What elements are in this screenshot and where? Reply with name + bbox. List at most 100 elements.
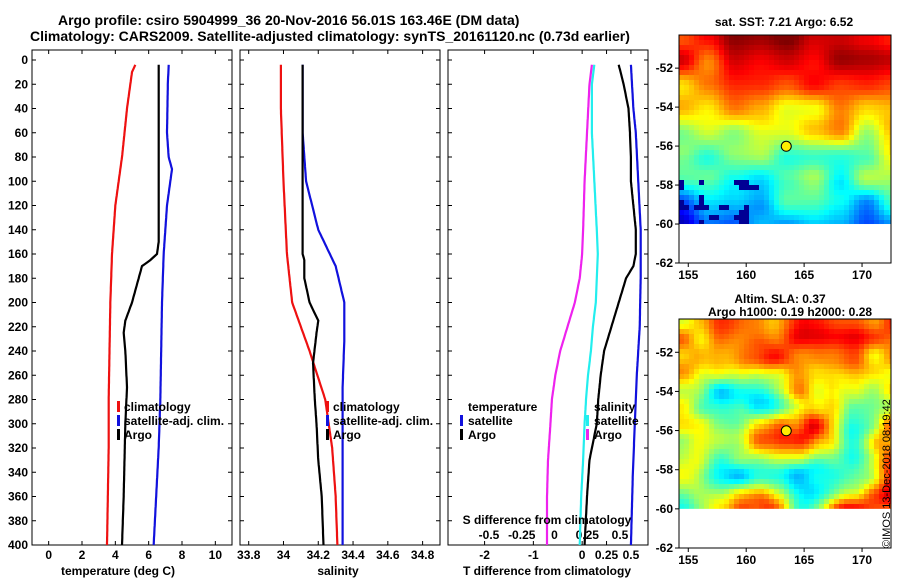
map-cell — [789, 115, 794, 120]
map-cell — [819, 469, 824, 474]
map-cell — [769, 504, 774, 509]
map-cell — [679, 504, 684, 509]
map-cell — [749, 165, 754, 170]
map-cell — [754, 150, 759, 155]
map-cell — [874, 489, 879, 494]
map-cell — [819, 424, 824, 429]
map-cell — [694, 334, 699, 339]
map-cell — [889, 454, 891, 459]
map-cell — [794, 170, 799, 175]
map-cell — [834, 40, 839, 45]
map-cell — [784, 105, 789, 110]
map-cell — [784, 369, 789, 374]
map-cell — [714, 444, 719, 449]
map-cell — [844, 439, 849, 444]
map-cell — [724, 105, 729, 110]
map-cell — [839, 464, 844, 469]
map-cell — [824, 110, 829, 115]
map-cell — [724, 379, 729, 384]
map-cell — [764, 145, 769, 150]
sst-field — [679, 35, 891, 263]
figure-title-line1: Argo profile: csiro 5904999_36 20-Nov-20… — [58, 12, 520, 28]
map-cell — [829, 364, 834, 369]
map-cell — [709, 479, 714, 484]
map-cell — [759, 424, 764, 429]
map-cell — [864, 50, 869, 55]
map-cell — [814, 85, 819, 90]
map-cell — [829, 200, 834, 205]
map-cell — [849, 75, 854, 80]
map-cell — [889, 215, 891, 220]
map-cell — [774, 489, 779, 494]
map-cell — [714, 100, 719, 105]
map-cell — [769, 329, 774, 334]
salinity-legend: climatology satellite-adj. clim. Argo — [326, 400, 433, 442]
map-cell — [709, 454, 714, 459]
map-cell — [859, 50, 864, 55]
map-cell — [884, 344, 889, 349]
map-cell — [829, 110, 834, 115]
map-cell — [749, 349, 754, 354]
map-cell — [879, 364, 884, 369]
map-cell — [744, 60, 749, 65]
map-cell — [819, 135, 824, 140]
map-cell — [754, 459, 759, 464]
map-cell — [699, 90, 704, 95]
map-cell — [784, 359, 789, 364]
map-cell — [849, 439, 854, 444]
map-cell — [749, 195, 754, 200]
map-cell — [684, 200, 689, 205]
map-cell — [869, 444, 874, 449]
map-cell — [709, 464, 714, 469]
map-cell — [749, 125, 754, 130]
map-cell — [814, 454, 819, 459]
map-cell — [819, 85, 824, 90]
map-cell — [699, 414, 704, 419]
map-cell — [849, 170, 854, 175]
map-cell — [684, 85, 689, 90]
depth-tick-label: 40 — [15, 102, 29, 116]
map-cell — [834, 160, 839, 165]
map-cell — [889, 459, 891, 464]
map-cell — [829, 135, 834, 140]
map-cell — [829, 75, 834, 80]
map-cell — [859, 175, 864, 180]
map-cell — [829, 339, 834, 344]
map-cell — [734, 90, 739, 95]
map-cell — [774, 374, 779, 379]
map-cell — [749, 60, 754, 65]
map-cell — [819, 334, 824, 339]
map-cell — [749, 200, 754, 205]
map-cell — [824, 459, 829, 464]
map-cell — [829, 185, 834, 190]
map-cell — [739, 70, 744, 75]
map-cell — [794, 65, 799, 70]
map-cell — [719, 444, 724, 449]
map-cell — [704, 449, 709, 454]
map-cell — [724, 170, 729, 175]
legend-swatch-climatology — [117, 401, 120, 412]
map-cell — [739, 180, 744, 185]
map-cell — [704, 75, 709, 80]
map-cell — [709, 389, 714, 394]
map-cell — [779, 45, 784, 50]
map-cell — [889, 185, 891, 190]
map-cell — [704, 379, 709, 384]
map-cell — [709, 170, 714, 175]
map-cell — [829, 439, 834, 444]
map-cell — [744, 155, 749, 160]
map-cell — [739, 464, 744, 469]
map-cell — [869, 434, 874, 439]
map-cell — [764, 404, 769, 409]
map-cell — [824, 469, 829, 474]
map-cell — [704, 439, 709, 444]
x-tick-label: 0 — [579, 548, 586, 562]
map-cell — [749, 404, 754, 409]
map-cell — [784, 379, 789, 384]
map-cell — [869, 115, 874, 120]
map-cell — [724, 115, 729, 120]
map-cell — [804, 150, 809, 155]
map-cell — [684, 45, 689, 50]
map-cell — [789, 185, 794, 190]
map-cell — [854, 384, 859, 389]
